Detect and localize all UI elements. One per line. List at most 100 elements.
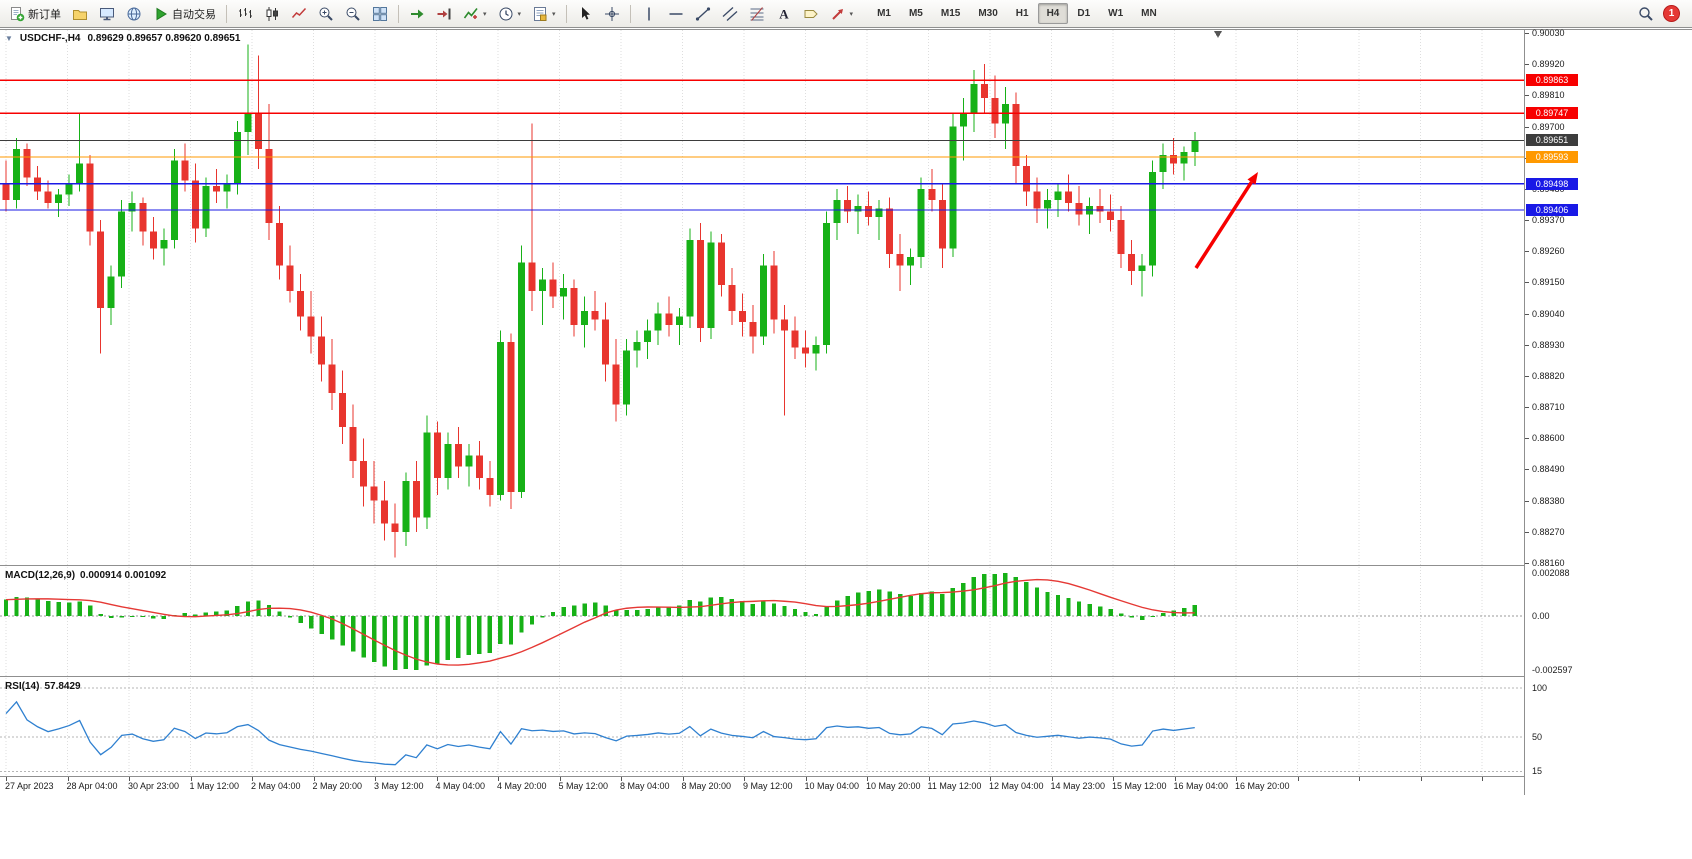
time-tick-mark <box>129 777 130 781</box>
time-tick-mark <box>375 777 376 781</box>
hline-price-tag[interactable]: 0.89593 <box>1526 150 1578 163</box>
timeframe-d1-button[interactable]: D1 <box>1077 8 1091 19</box>
macd-histogram-bar <box>266 604 272 617</box>
bid-price-tag[interactable]: 0.89651 <box>1526 134 1578 147</box>
bar-chart-button[interactable] <box>232 2 258 25</box>
macd-histogram-bar <box>1024 582 1029 617</box>
macd-histogram-bar <box>1076 601 1082 617</box>
price-tick-label: 0.88490 <box>1532 464 1565 475</box>
rsi-indicator-chart[interactable] <box>0 678 1524 775</box>
macd-histogram-bar <box>803 612 808 617</box>
candle-body <box>959 112 967 127</box>
macd-histogram-bar <box>66 602 72 617</box>
fibonacci-button[interactable] <box>744 2 770 25</box>
auto-trading-button[interactable]: 自动交易 <box>148 2 221 25</box>
chart-shift-button[interactable] <box>431 2 457 25</box>
candle-body <box>991 98 999 124</box>
cursor-button[interactable] <box>572 2 598 25</box>
channel-button[interactable] <box>717 2 743 25</box>
macd-histogram-bar <box>214 611 219 617</box>
periods-button[interactable]: ▾ <box>493 2 527 25</box>
label-button[interactable] <box>798 2 824 25</box>
hline-price-tag[interactable]: 0.89863 <box>1526 74 1578 87</box>
candle-body <box>149 231 157 249</box>
timeframe-mn-button[interactable]: MN <box>1141 8 1157 19</box>
hline-price-tag[interactable]: 0.89498 <box>1526 177 1578 190</box>
toolbar-buttons: 新订单 自动交易 ▾ ▾ ▾ A ▾ <box>4 2 858 25</box>
candle-body <box>865 205 873 218</box>
vertical-line-button[interactable] <box>636 2 662 25</box>
timeframe-w1-button[interactable]: W1 <box>1108 8 1124 19</box>
candle-chart-button[interactable] <box>259 2 285 25</box>
time-tick-label: 4 May 04:00 <box>435 781 486 791</box>
toolbar-separator <box>565 4 567 23</box>
templates-button[interactable]: ▾ <box>527 2 561 25</box>
candle-body <box>1170 154 1178 164</box>
line-chart-button[interactable] <box>286 2 312 25</box>
candle-body <box>76 163 84 184</box>
candle-body <box>44 191 52 204</box>
candle-body <box>675 316 683 325</box>
crosshair-button[interactable] <box>599 2 625 25</box>
price-tick-label: 0.90030 <box>1532 28 1565 38</box>
macd-histogram-bar <box>529 616 535 625</box>
macd-panel-divider[interactable] <box>0 565 1692 566</box>
trendline-button[interactable] <box>690 2 716 25</box>
tile-windows-button[interactable] <box>367 2 393 25</box>
candle-body <box>665 313 673 325</box>
timeframe-m15-button[interactable]: M15 <box>940 8 961 19</box>
candlestick-chart[interactable] <box>0 30 1524 565</box>
macd-histogram-bar <box>1150 616 1155 618</box>
auto-scroll-button[interactable] <box>404 2 430 25</box>
timeframe-h1-button[interactable]: H1 <box>1015 8 1029 19</box>
macd-histogram-bar <box>813 613 819 617</box>
zoom-in-button[interactable] <box>313 2 339 25</box>
hline-price-tag[interactable]: 0.89747 <box>1526 107 1578 120</box>
timeframe-m30-button[interactable]: M30 <box>978 8 998 19</box>
macd-histogram-bar <box>224 610 230 617</box>
macd-histogram-bar <box>256 600 261 617</box>
macd-histogram-bar <box>1192 604 1197 617</box>
hline-price-tag[interactable]: 0.89406 <box>1526 203 1578 216</box>
cursor-icon <box>577 6 593 22</box>
search-button[interactable] <box>1633 2 1659 25</box>
time-tick-label: 3 May 12:00 <box>374 781 424 791</box>
macd-histogram-bar <box>961 582 966 617</box>
navigator-button[interactable] <box>121 2 147 25</box>
macd-indicator-values: 0.000914 0.001092 <box>80 570 167 581</box>
timeframe-h4-button[interactable]: H4 <box>1037 3 1069 24</box>
profiles-button[interactable] <box>67 2 93 25</box>
fibonacci-icon <box>749 6 765 22</box>
trend-arrow-line[interactable] <box>1194 181 1253 269</box>
price-tick-mark <box>1525 220 1529 222</box>
zoom-in-icon <box>318 6 334 22</box>
one-click-trading-icon[interactable]: ▼ <box>5 34 13 43</box>
macd-indicator-chart[interactable] <box>0 567 1524 676</box>
rsi-panel-divider[interactable] <box>0 676 1692 677</box>
candle-body <box>560 288 568 297</box>
macd-histogram-bar <box>519 616 524 633</box>
zoom-out-button[interactable] <box>340 2 366 25</box>
horizontal-line-button[interactable] <box>663 2 689 25</box>
price-tick-label: 0.88820 <box>1532 370 1565 381</box>
text-button[interactable]: A <box>771 2 797 25</box>
time-axis[interactable]: 27 Apr 2023 28 Apr 04:00 30 Apr 23:00 1 May… <box>0 777 1692 799</box>
candle-body <box>202 186 210 229</box>
candle-body <box>2 183 10 201</box>
charts-window-button[interactable] <box>94 2 120 25</box>
timeframe-m5-button[interactable]: M5 <box>908 8 923 19</box>
macd-histogram-bar <box>119 616 124 618</box>
candle-body <box>896 254 904 266</box>
price-axis[interactable]: 0.900300.899200.898100.897000.895900.894… <box>1525 28 1692 795</box>
timeframe-m1-button[interactable]: M1 <box>877 8 891 19</box>
candle-body <box>1117 220 1125 255</box>
indicators-button[interactable]: ▾ <box>458 2 492 25</box>
candle-body <box>612 364 620 405</box>
candle-body <box>970 84 978 113</box>
template-icon <box>532 6 548 22</box>
arrows-button[interactable]: ▾ <box>825 2 859 25</box>
macd-histogram-bar <box>540 616 545 618</box>
notification-badge[interactable]: 1 <box>1663 5 1680 22</box>
trend-arrow-head[interactable] <box>1247 172 1258 185</box>
new-order-button[interactable]: 新订单 <box>4 2 66 25</box>
